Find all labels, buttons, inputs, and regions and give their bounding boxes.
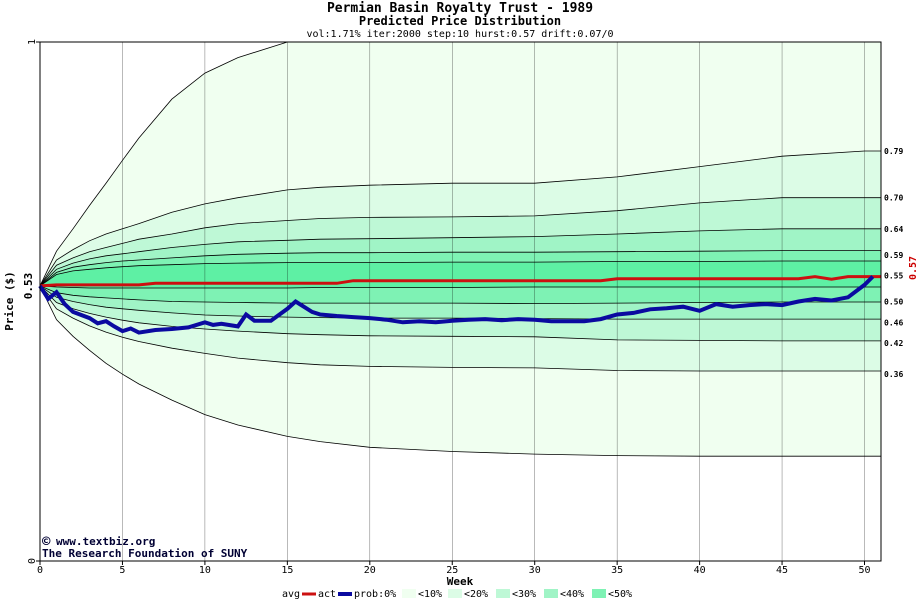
legend-40-label: <40%	[560, 589, 584, 600]
right-label: 0.79	[884, 147, 903, 156]
legend-swatch-10	[448, 589, 462, 598]
band-line-11	[39, 285, 881, 457]
right-label: 0.50	[884, 298, 903, 307]
legend-30-label: <30%	[512, 589, 536, 600]
band-area-10	[40, 285, 881, 457]
legend: avg act prob:0% <10% <20% <30% <40% <50%	[282, 589, 632, 600]
x-tick-label: 5	[119, 565, 125, 576]
legend-swatch-0	[402, 589, 416, 598]
x-tick-label: 45	[776, 565, 788, 576]
x-tick-label: 30	[529, 565, 541, 576]
band-line-8	[39, 285, 881, 320]
band-area-6	[40, 285, 881, 304]
chart-subtitle: Predicted Price Distribution	[359, 14, 561, 28]
legend-prob-label: prob:0%	[354, 589, 396, 600]
right-labels: 0.79 0.70 0.64 0.59 0.55 0.50 0.46 0.42 0.36	[884, 147, 903, 379]
last-price-label: 0.57	[908, 256, 919, 280]
y-tick-label: 1	[27, 39, 38, 45]
copyright-symbol: ©	[42, 534, 51, 550]
band-outlines	[39, 41, 881, 457]
y-axis-label: Price ($)	[3, 271, 16, 331]
band-line-2	[39, 197, 881, 287]
series-lines	[38, 275, 881, 335]
series-avg-line	[39, 275, 881, 288]
right-label: 0.36	[884, 370, 903, 379]
y-axis-ticks: 01	[27, 39, 40, 564]
x-tick-label: 15	[281, 565, 293, 576]
band-area-0	[40, 42, 881, 286]
credit-site: www.textbiz.org	[56, 535, 155, 548]
credit-org: The Research Foundation of SUNY	[42, 547, 248, 560]
x-tick-label: 20	[364, 565, 376, 576]
chart-title: Permian Basin Royalty Trust - 1989	[327, 1, 593, 16]
x-tick-label: 10	[199, 565, 211, 576]
legend-swatch-20	[496, 589, 510, 598]
band-area-8	[40, 285, 881, 341]
legend-avg-label: avg	[282, 589, 300, 600]
plot-border	[39, 41, 882, 562]
legend-swatch-30	[544, 589, 558, 598]
probability-bands	[40, 42, 881, 457]
x-tick-label: 35	[611, 565, 623, 576]
band-line-3	[39, 228, 881, 287]
right-label: 0.59	[884, 251, 903, 260]
band-area-4	[40, 250, 881, 286]
right-label: 0.46	[884, 318, 903, 327]
x-tick-label: 40	[694, 565, 706, 576]
x-axis-label: Week	[447, 575, 474, 588]
y-tick-label: 0	[27, 558, 38, 564]
right-label: 0.64	[884, 225, 903, 234]
band-line-9	[39, 285, 881, 342]
start-price-label: 0.53	[22, 273, 35, 300]
right-label: 0.70	[884, 194, 903, 203]
legend-50-label: <50%	[608, 589, 632, 600]
band-line-1	[39, 150, 881, 287]
band-area-1	[40, 151, 881, 286]
band-line-4	[39, 250, 881, 287]
band-line-5	[39, 260, 881, 287]
band-line-10	[39, 285, 881, 372]
legend-swatch-40	[592, 589, 606, 598]
series-act-line	[38, 275, 875, 335]
chart-params: vol:1.71% iter:2000 step:10 hurst:0.57 d…	[306, 29, 613, 40]
legend-10-label: <10%	[418, 589, 442, 600]
band-line-6	[39, 285, 881, 289]
right-label: 0.42	[884, 339, 903, 348]
band-area-7	[40, 285, 881, 320]
x-tick-label: 0	[37, 565, 43, 576]
band-area-2	[40, 197, 881, 286]
band-area-5	[40, 261, 881, 288]
band-area-3	[40, 228, 881, 286]
legend-act-label: act	[318, 589, 336, 600]
band-area-9	[40, 285, 881, 371]
x-axis-ticks: 0 5 10 15 20 25 30 35 40 45 50	[37, 561, 871, 576]
x-tick-label: 50	[858, 565, 870, 576]
right-label: 0.55	[884, 272, 903, 281]
legend-20-label: <20%	[464, 589, 488, 600]
x-tick-label: 25	[446, 565, 458, 576]
credits: © www.textbiz.org The Research Foundatio…	[42, 534, 248, 560]
band-line-7	[39, 285, 881, 305]
